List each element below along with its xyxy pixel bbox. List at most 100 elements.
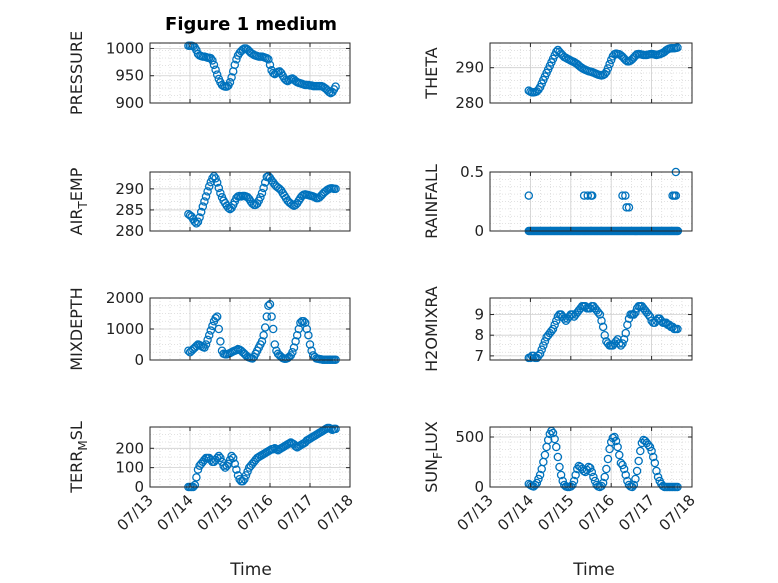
data-point xyxy=(193,217,203,226)
data-point xyxy=(195,213,204,222)
data-point xyxy=(201,192,211,201)
data-point xyxy=(568,480,577,490)
axes-frame xyxy=(489,42,693,104)
data-point xyxy=(535,349,545,359)
y-tick-label: 2000 xyxy=(106,289,144,307)
y-axis-label: AIRTEMP xyxy=(67,167,90,235)
data-point xyxy=(200,197,209,206)
data-point xyxy=(204,330,214,340)
axes-frame xyxy=(489,426,693,488)
data-point xyxy=(556,470,566,480)
data-point xyxy=(331,184,340,194)
data-point xyxy=(535,470,545,480)
y-tick-label: 290 xyxy=(115,180,144,198)
data-point xyxy=(260,323,270,332)
data-point xyxy=(326,424,336,434)
data-point xyxy=(190,217,200,226)
data-point xyxy=(603,454,613,464)
y-tick-label: 1000 xyxy=(106,320,144,338)
data-point xyxy=(331,424,340,434)
data-point xyxy=(615,450,624,460)
data-point xyxy=(203,187,212,196)
data-point xyxy=(671,191,681,200)
y-axis-label: THETA xyxy=(422,47,441,99)
data-point xyxy=(216,453,225,463)
data-point xyxy=(212,312,222,321)
data-point xyxy=(268,324,278,334)
data-point xyxy=(621,328,630,338)
data-point xyxy=(555,462,564,472)
data-point xyxy=(204,182,214,191)
data-point xyxy=(623,320,632,330)
data-point xyxy=(629,480,639,490)
data-point xyxy=(232,55,241,64)
data-point xyxy=(302,324,312,334)
data-point xyxy=(264,55,273,64)
y-tick-label: 0 xyxy=(474,478,484,496)
data-point xyxy=(241,471,251,480)
y-tick-label: 900 xyxy=(115,94,144,112)
y-axis-label: TERRMSL xyxy=(67,421,90,494)
subplot-top-left: 900 950 1000 PRESSURE xyxy=(67,31,351,115)
data-point xyxy=(265,60,275,70)
data-point xyxy=(540,450,550,460)
data-point xyxy=(214,324,224,334)
data-point xyxy=(653,472,663,482)
data-point xyxy=(605,59,614,69)
data-point xyxy=(539,341,548,350)
data-point xyxy=(600,330,609,340)
data-point xyxy=(645,442,655,452)
data-point xyxy=(291,337,300,346)
data-point xyxy=(300,318,310,328)
data-point xyxy=(206,326,216,335)
data-point xyxy=(192,473,201,482)
data-point xyxy=(648,452,658,462)
data-point xyxy=(587,467,597,477)
data-point xyxy=(208,174,217,183)
data-point xyxy=(550,434,559,444)
data-point xyxy=(270,340,280,349)
data-point xyxy=(224,459,233,469)
data-point xyxy=(230,459,240,469)
data-point xyxy=(673,43,682,52)
data-point xyxy=(294,324,304,334)
data-point xyxy=(216,337,225,346)
data-point xyxy=(550,320,559,330)
data-point xyxy=(228,453,238,463)
y-tick-label: 290 xyxy=(455,59,484,77)
data-point xyxy=(624,203,634,212)
data-point xyxy=(594,308,603,317)
data-point xyxy=(647,446,656,456)
data-point xyxy=(560,314,569,323)
data-point xyxy=(259,330,268,340)
subplot-row2-right: 0 0.5 RAINFALL xyxy=(422,163,693,240)
y-tick-label: 0 xyxy=(134,351,144,369)
y-tick-label: 280 xyxy=(115,222,144,240)
data-point xyxy=(600,472,609,482)
data-point xyxy=(618,460,627,470)
y-tick-label: 9 xyxy=(474,306,484,324)
data-point xyxy=(257,337,267,346)
axes-frame xyxy=(489,297,693,361)
y-tick-label: 500 xyxy=(455,428,484,446)
data-point xyxy=(615,339,624,348)
subplot-top-right: 280 290 THETA xyxy=(422,42,693,112)
data-point xyxy=(587,191,597,200)
y-tick-label: 0 xyxy=(134,478,144,496)
data-point xyxy=(602,464,611,474)
data-point xyxy=(618,191,627,200)
data-point xyxy=(203,335,212,345)
data-point xyxy=(288,347,297,357)
data-point xyxy=(613,442,622,452)
data-point xyxy=(264,301,273,310)
data-point xyxy=(196,207,206,217)
data-point xyxy=(198,202,208,211)
data-point xyxy=(598,322,608,332)
data-point xyxy=(206,54,216,63)
data-point xyxy=(304,330,313,340)
data-point xyxy=(611,436,621,446)
data-point xyxy=(216,188,225,198)
x-axis-label-right: Time xyxy=(572,560,615,580)
data-point xyxy=(211,313,220,323)
